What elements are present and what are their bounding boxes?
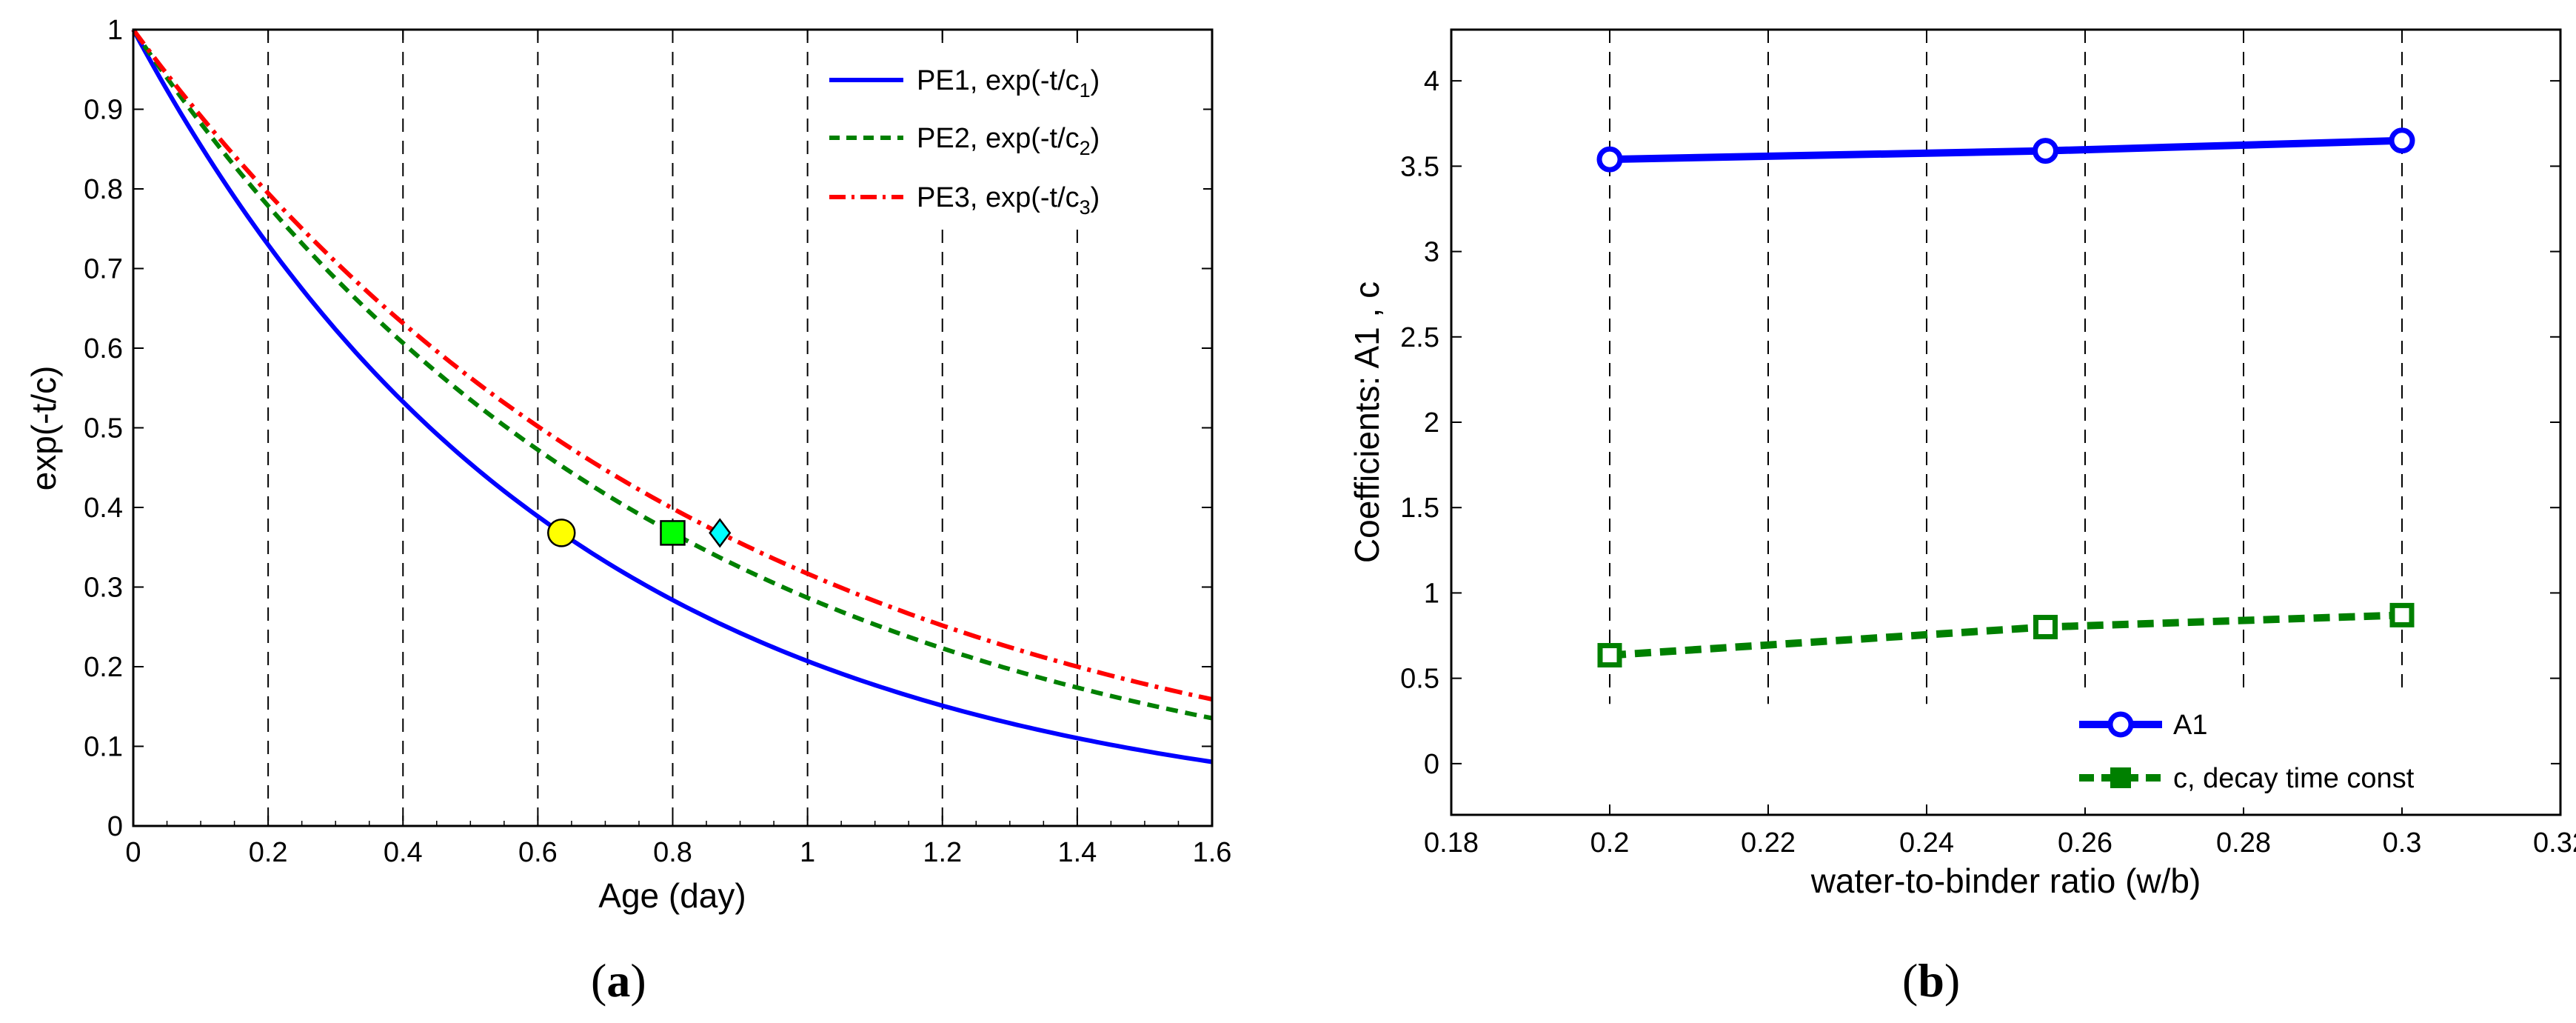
x-tick-label: 0.28 (2216, 827, 2271, 859)
legend-label-a1: A1 (2173, 710, 2207, 741)
y-tick-label: 2 (1424, 407, 1439, 439)
tick-labels-a: 0 0.2 0.4 0.6 0.8 1 1.2 1.4 1.6 0 0.1 0.2 0.3 0.4 0.5 0… (84, 15, 1231, 868)
y-tick-label: 0.5 (84, 413, 123, 444)
grid-b (1609, 30, 2403, 704)
legend-marker-c (2110, 767, 2131, 788)
legend-label-pe1: PE1, exp(-t/c1) (917, 65, 1100, 101)
legend-b: A1 c, decay time const (2066, 696, 2551, 807)
x-tick-label: 0.3 (2383, 827, 2422, 859)
series-a (131, 28, 1213, 764)
panel-label-b: (b) (1902, 954, 1960, 1007)
x-tick-label: 0.26 (2058, 827, 2112, 859)
y-axis-label-a: exp(-t/c) (24, 366, 63, 491)
legend-marker-a1 (2107, 711, 2134, 738)
y-tick-label: 0 (107, 811, 123, 842)
markers-a (546, 518, 732, 548)
legend-label-pe2: PE2, exp(-t/c2) (917, 123, 1100, 159)
x-tick-label: 0.32 (2533, 827, 2576, 859)
y-axis-label-b: Coefficients: A1 , c (1348, 281, 1386, 563)
data-point-c (1597, 643, 1622, 668)
data-point-c (2033, 615, 2058, 640)
tick-labels-b: 0.18 0.2 0.22 0.24 0.26 0.28 0.3 0.32 0 0.5 1 1.5 2 2… (1400, 66, 2576, 859)
ticks-b (1451, 30, 2561, 815)
data-point-a1 (2033, 138, 2058, 164)
y-tick-label: 2.5 (1400, 322, 1439, 353)
data-point-a1 (1596, 146, 1623, 173)
y-tick-label: 0.5 (1400, 664, 1439, 695)
legend-a: PE1, exp(-t/c1) PE2, exp(-t/c2) PE3, exp… (818, 48, 1203, 230)
y-tick-label: 0.2 (84, 652, 123, 683)
x-tick-label: 1.4 (1057, 837, 1097, 868)
x-axis-label-b: water-to-binder ratio (w/b) (1810, 862, 2201, 900)
series-line-pe2 (131, 28, 1213, 721)
marker-pe3 (709, 518, 732, 548)
x-tick-label: 1.2 (923, 837, 962, 868)
data-point-c (2389, 602, 2415, 627)
panel-a: 0 0.2 0.4 0.6 0.8 1 1.2 1.4 1.6 0 0.1 0.2 0.3 0.4 0.5 0… (24, 15, 1231, 1007)
x-axis-label-a: Age (day) (598, 876, 746, 915)
x-tick-label: 0.24 (1899, 827, 1954, 859)
x-tick-label: 0.18 (1424, 827, 1479, 859)
marker-pe1 (546, 519, 576, 547)
x-tick-label: 0 (125, 837, 141, 868)
series-line-pe1 (131, 28, 1213, 764)
y-tick-label: 0.1 (84, 732, 123, 763)
x-tick-label: 0.2 (1590, 827, 1630, 859)
y-tick-label: 0.9 (84, 95, 123, 126)
y-tick-label: 0.4 (84, 493, 123, 524)
x-tick-label: 0.22 (1741, 827, 1796, 859)
y-tick-label: 0 (1424, 749, 1439, 780)
y-tick-label: 0.3 (84, 573, 123, 604)
legend-label-c: c, decay time const (2173, 763, 2415, 794)
y-tick-label: 1 (1424, 578, 1439, 609)
x-tick-label: 0.8 (653, 837, 692, 868)
legend-box-b (2066, 696, 2551, 807)
x-tick-label: 1.6 (1193, 837, 1232, 868)
panel-b: 0.18 0.2 0.22 0.24 0.26 0.28 0.3 0.32 0 0.5 1 1.5 2 2… (1348, 28, 2576, 1007)
ticks-a (133, 29, 1213, 827)
y-tick-label: 3.5 (1400, 151, 1439, 182)
y-tick-label: 4 (1424, 66, 1439, 97)
series-b (1596, 127, 2415, 668)
x-tick-label: 0.4 (384, 837, 423, 868)
x-tick-label: 0.2 (249, 837, 288, 868)
series-line-c (1609, 611, 2403, 659)
y-tick-label: 0.6 (84, 333, 123, 364)
y-tick-label: 1 (107, 15, 123, 46)
series-line-a1 (1609, 136, 2403, 164)
series-line-pe3 (131, 28, 1213, 702)
y-tick-label: 3 (1424, 237, 1439, 268)
x-tick-label: 1 (800, 837, 815, 868)
y-tick-label: 0.7 (84, 254, 123, 285)
y-tick-label: 1.5 (1400, 493, 1439, 524)
marker-pe2 (660, 520, 686, 546)
legend-label-pe3: PE3, exp(-t/c3) (917, 182, 1100, 219)
data-point-a1 (2389, 127, 2415, 154)
panel-label-a: (a) (591, 954, 646, 1007)
x-tick-label: 0.6 (518, 837, 558, 868)
y-tick-label: 0.8 (84, 174, 123, 205)
